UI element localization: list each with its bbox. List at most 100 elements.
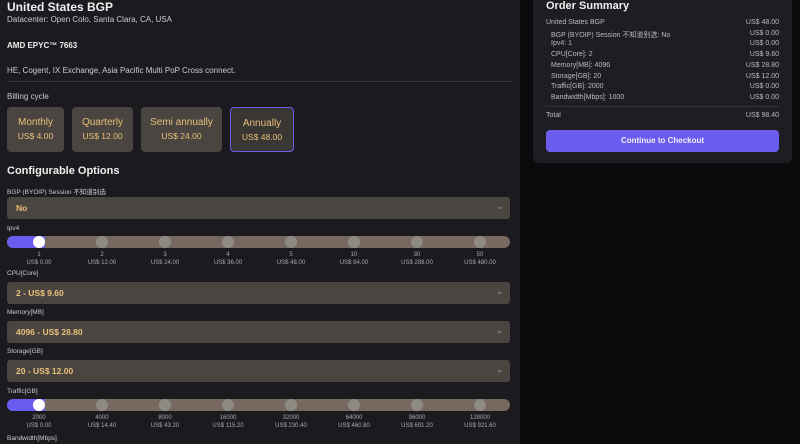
tick-price: US$ 288.00 <box>401 260 433 266</box>
slider-tick-label: 128000 US$ 921.60 <box>450 414 510 430</box>
product-config-panel: United States BGP Datacenter: Open Colo,… <box>0 0 520 444</box>
summary-line: Memory[MB]: 4096 US$ 28.80 <box>546 62 779 69</box>
divider <box>546 106 779 107</box>
line-label: Traffic[GB]: 2000 <box>551 83 604 91</box>
slider-tick-label: 50 US$ 480.00 <box>450 251 510 267</box>
ipv4-slider[interactable] <box>7 236 510 248</box>
memory-value: 4096 - US$ 28.80 <box>16 327 83 337</box>
summary-title: Order Summary <box>546 0 630 12</box>
traffic-label: Traffic[GB] <box>7 388 38 395</box>
tick-value: 2000 <box>32 415 46 421</box>
chevron-down-icon: ⌄ <box>496 287 503 296</box>
slider-step[interactable] <box>285 399 297 411</box>
tick-price: US$ 230.40 <box>275 423 307 429</box>
tick-value: 5 <box>289 252 293 258</box>
total-row: Total US$ 98.40 <box>546 112 779 119</box>
billing-semi-annually[interactable]: Semi annually US$ 24.00 <box>141 107 222 152</box>
tick-value: 50 <box>476 252 484 258</box>
tick-price: US$ 691.20 <box>401 423 433 429</box>
line-label: Ipv4: 1 <box>551 40 573 48</box>
cpu-value: 2 - US$ 9.60 <box>16 288 64 298</box>
cycle-name: Quarterly <box>81 117 124 128</box>
checkout-button[interactable]: Continue to Checkout <box>546 130 779 152</box>
summary-line: Bandwidth[Mbps]: 1000 US$ 0.00 <box>546 94 779 101</box>
cycle-price: US$ 12.00 <box>82 131 123 141</box>
bgp-select[interactable]: No ⌄ <box>7 197 510 219</box>
tick-price: US$ 24.00 <box>150 260 180 266</box>
slider-step[interactable] <box>474 236 486 248</box>
slider-step[interactable] <box>285 236 297 248</box>
slider-step[interactable] <box>222 399 234 411</box>
slider-handle[interactable] <box>33 399 45 411</box>
summary-line: United States BGP US$ 48.00 <box>546 19 779 26</box>
slider-tick-label: 2 US$ 12.00 <box>72 251 132 267</box>
summary-line: Traffic[GB]: 2000 US$ 0.00 <box>546 83 779 90</box>
cpu-select[interactable]: 2 - US$ 9.60 ⌄ <box>7 282 510 304</box>
slider-tick-label: 16000 US$ 115.20 <box>198 414 258 430</box>
total-label: Total <box>546 112 561 119</box>
tick-price: US$ 115.20 <box>212 423 244 429</box>
slider-step[interactable] <box>96 399 108 411</box>
line-price: US$ 12.00 <box>745 72 779 80</box>
tick-price: US$ 0.00 <box>26 260 52 266</box>
cycle-name: Monthly <box>17 117 53 128</box>
slider-step[interactable] <box>96 236 108 248</box>
billing-quarterly[interactable]: Quarterly US$ 12.00 <box>72 107 133 152</box>
slider-step[interactable] <box>348 399 360 411</box>
summary-line: Ipv4: 1 US$ 0.00 <box>546 40 779 47</box>
datacenter: Datacenter: Open Colo, Santa Clara, CA, … <box>7 15 172 24</box>
bgp-label: BGP (BYOIP) Session 不知道别选 <box>7 189 106 196</box>
bandwidth-label: Bandwidth[Mbps] <box>7 435 57 442</box>
summary-line: BGP (BYOIP) Session 不知道别选: No US$ 0.00 <box>546 30 779 40</box>
billing-cycle-options: Monthly US$ 4.00 Quarterly US$ 12.00 Semi … <box>7 107 294 152</box>
slider-tick-label: 96000 US$ 691.20 <box>387 414 447 430</box>
summary-line: CPU[Core]: 2 US$ 9.60 <box>546 51 779 58</box>
slider-tick-label: 5 US$ 48.00 <box>261 251 321 267</box>
tick-price: US$ 0.00 <box>26 423 52 429</box>
ipv4-label: Ipv4 <box>7 225 20 232</box>
slider-step[interactable] <box>474 399 486 411</box>
line-label: Storage[GB]: 20 <box>551 72 602 80</box>
slider-handle[interactable] <box>33 236 45 248</box>
slider-tick-label: 32000 US$ 230.40 <box>261 414 321 430</box>
slider-tick-label: 4 US$ 36.00 <box>198 251 258 267</box>
slider-tick-label: 1 US$ 0.00 <box>9 251 69 267</box>
bgp-value: No <box>16 203 28 213</box>
tick-price: US$ 43.20 <box>150 423 180 429</box>
line-price: US$ 0.00 <box>749 29 779 37</box>
slider-step[interactable] <box>222 236 234 248</box>
slider-tick-label: 4000 US$ 14.40 <box>72 414 132 430</box>
slider-tick-label: 10 US$ 84.00 <box>324 251 384 267</box>
line-price: US$ 28.80 <box>745 61 779 69</box>
network-info: HE, Cogent, IX Exchange, Asia Pacific Mu… <box>7 66 236 75</box>
tick-price: US$ 14.40 <box>87 423 117 429</box>
line-label: Bandwidth[Mbps]: 1000 <box>551 93 625 101</box>
tick-value: 16000 <box>219 415 237 421</box>
divider <box>7 81 513 82</box>
slider-step[interactable] <box>411 236 423 248</box>
line-price: US$ 0.00 <box>749 40 779 48</box>
slider-tick-label: 64000 US$ 460.80 <box>324 414 384 430</box>
tick-price: US$ 460.80 <box>338 423 370 429</box>
billing-monthly[interactable]: Monthly US$ 4.00 <box>7 107 64 152</box>
memory-select[interactable]: 4096 - US$ 28.80 ⌄ <box>7 321 510 343</box>
tick-price: US$ 84.00 <box>339 260 369 266</box>
slider-step[interactable] <box>159 236 171 248</box>
tick-value: 3 <box>163 252 167 258</box>
tick-value: 32000 <box>282 415 300 421</box>
tick-value: 64000 <box>345 415 363 421</box>
cycle-price: US$ 4.00 <box>17 131 54 141</box>
tick-value: 96000 <box>408 415 426 421</box>
slider-step[interactable] <box>411 399 423 411</box>
slider-step[interactable] <box>348 236 360 248</box>
total-value: US$ 98.40 <box>745 112 779 119</box>
traffic-slider[interactable] <box>7 399 510 411</box>
line-label: CPU[Core]: 2 <box>551 51 593 59</box>
billing-annually[interactable]: Annually US$ 48.00 <box>230 107 294 152</box>
slider-step[interactable] <box>159 399 171 411</box>
tick-price: US$ 48.00 <box>276 260 306 266</box>
storage-select[interactable]: 20 - US$ 12.00 ⌄ <box>7 360 510 382</box>
line-price: US$ 48.00 <box>745 19 779 26</box>
tick-value: 4000 <box>95 415 109 421</box>
line-label: Memory[MB]: 4096 <box>551 61 611 69</box>
